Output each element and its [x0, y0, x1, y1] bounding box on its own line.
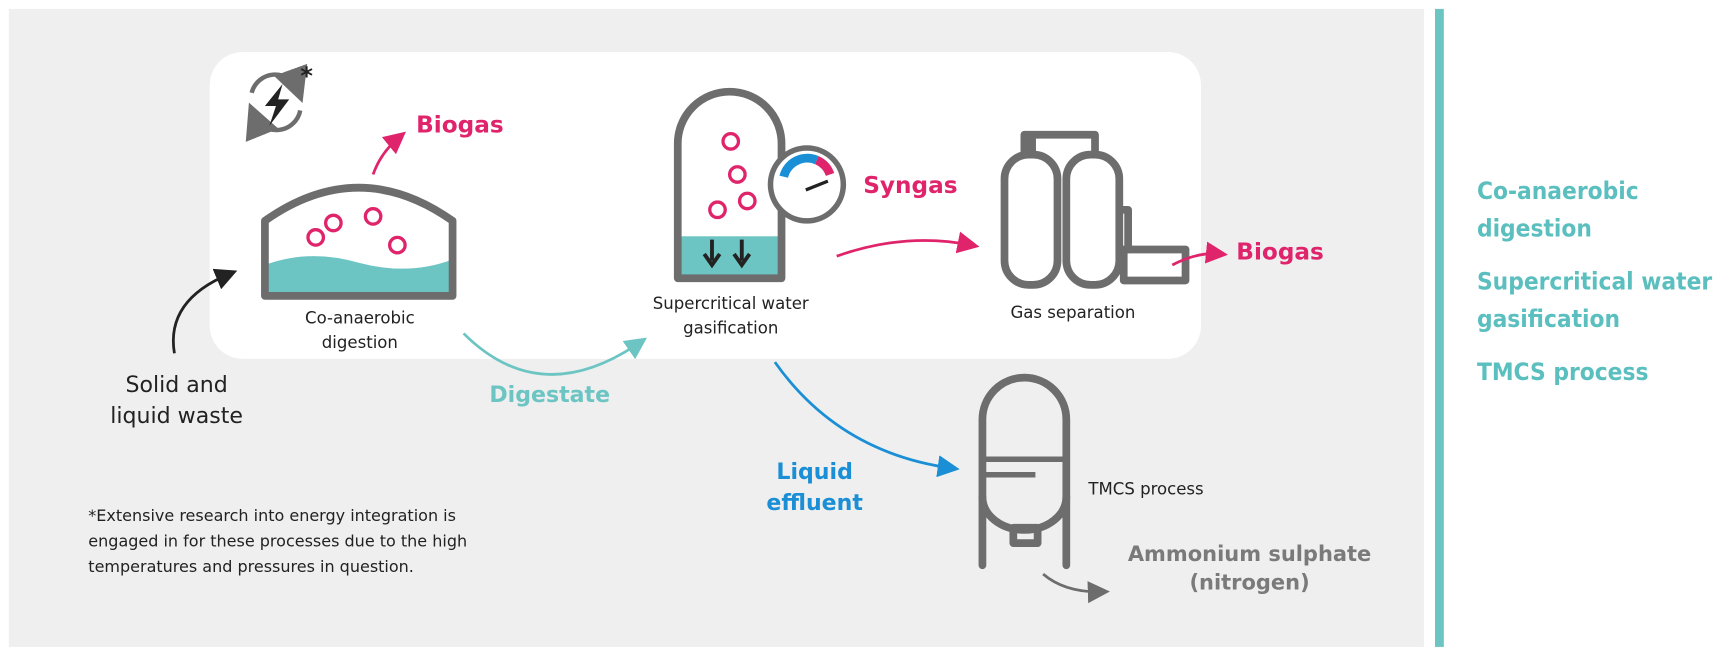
asterisk: *: [300, 61, 313, 90]
label: Solid and: [125, 373, 227, 398]
sidebar-item: digestion: [1477, 213, 1592, 242]
digester-icon: [261, 184, 457, 300]
label: gasification: [683, 318, 778, 337]
sidebar-item: TMCS process: [1477, 357, 1649, 386]
label: Syngas: [863, 172, 957, 199]
label: Ammonium sulphate: [1128, 542, 1371, 566]
gasifier-icon: [673, 87, 847, 283]
footnote: engaged in for these processes due to th…: [88, 531, 467, 550]
label: effluent: [766, 491, 863, 516]
energy-icon: [245, 63, 308, 142]
label: Digestate: [489, 383, 610, 408]
sidebar-item: gasification: [1477, 304, 1620, 333]
side-bar: [1435, 8, 1444, 647]
label: Liquid: [776, 460, 852, 485]
label: liquid waste: [110, 404, 243, 429]
flow-arrows: [172, 131, 1228, 604]
process-box: [209, 51, 1201, 359]
label: TMCS process: [1087, 480, 1203, 499]
sidebar-item: Supercritical water: [1477, 266, 1712, 295]
footnote: *Extensive research into energy integrat…: [88, 506, 456, 525]
label: Biogas: [1236, 238, 1324, 265]
footnote: temperatures and pressures in question.: [88, 557, 414, 576]
label: Co-anaerobic: [305, 309, 415, 328]
gas-separation-icon: [1000, 130, 1190, 289]
label: digestion: [322, 333, 398, 352]
label: Supercritical water: [653, 294, 809, 313]
label: (nitrogen): [1189, 571, 1309, 595]
sidebar-item: Co-anaerobic: [1477, 176, 1639, 205]
label: Gas separation: [1010, 303, 1135, 322]
tmcs-icon: [978, 373, 1071, 570]
label: Biogas: [416, 112, 504, 139]
